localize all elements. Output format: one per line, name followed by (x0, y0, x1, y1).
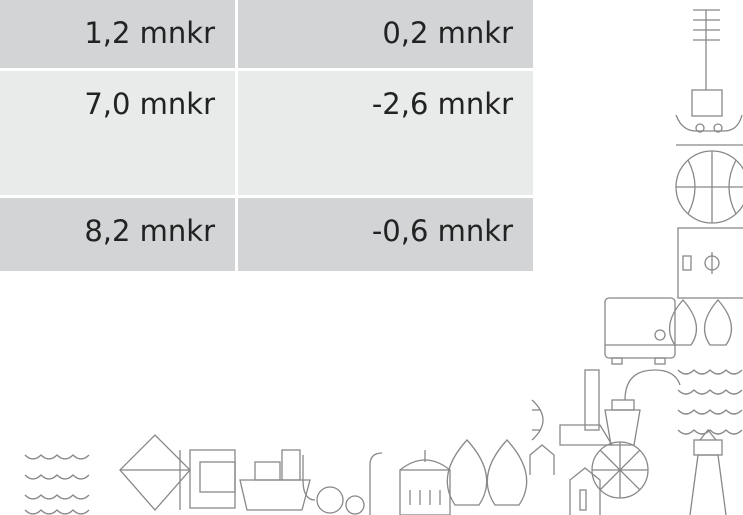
table-cell: -0,6 mnkr (238, 198, 533, 271)
table-row: 1,2 mnkr 0,2 mnkr (0, 0, 533, 68)
table-cell: 7,0 mnkr (0, 71, 235, 195)
table-row: 8,2 mnkr -0,6 mnkr (0, 198, 533, 271)
table-row: 7,0 mnkr -2,6 mnkr (0, 71, 533, 195)
table-cell: -2,6 mnkr (238, 71, 533, 195)
table-cell: 8,2 mnkr (0, 198, 235, 271)
table-cell: 1,2 mnkr (0, 0, 235, 68)
table-cell: 0,2 mnkr (238, 0, 533, 68)
table: 1,2 mnkr 0,2 mnkr 7,0 mnkr -2,6 mnkr 8,2… (0, 0, 536, 274)
